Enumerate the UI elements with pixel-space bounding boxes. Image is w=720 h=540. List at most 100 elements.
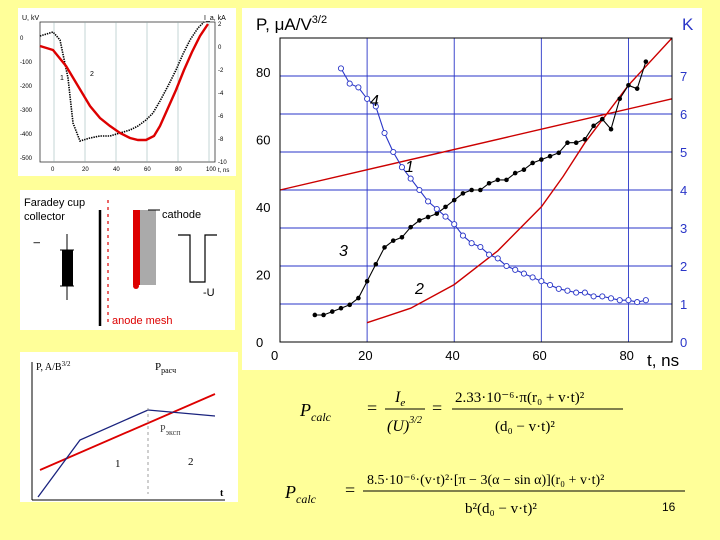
series-4-point bbox=[555, 285, 562, 292]
y-right-tick-label: -10 bbox=[218, 160, 227, 166]
series-3-point bbox=[382, 245, 387, 250]
current-label: I bbox=[32, 241, 42, 244]
y-right-tick-label: -2 bbox=[218, 68, 224, 74]
series-3-point bbox=[512, 170, 518, 176]
y-right-axis-label: K bbox=[682, 15, 694, 34]
plot-frame bbox=[39, 21, 216, 163]
formula-1-eq-1: = bbox=[367, 398, 377, 418]
series-4-point bbox=[564, 287, 571, 294]
y-right-tick-label: 7 bbox=[680, 69, 687, 84]
curve-2-label: 2 bbox=[90, 71, 94, 78]
y-left-tick-label: -300 bbox=[20, 108, 33, 114]
series-3-point bbox=[469, 187, 474, 193]
faraday-cup-label: Faradey cup bbox=[24, 197, 85, 209]
series-3-point bbox=[565, 140, 570, 146]
curve-1 bbox=[39, 21, 205, 142]
y-right-tick-label: 3 bbox=[680, 221, 687, 236]
series-4-point bbox=[337, 65, 345, 72]
series-4-point bbox=[346, 80, 353, 87]
series-3-point bbox=[434, 211, 440, 216]
series-3-point bbox=[451, 197, 457, 203]
collector-body bbox=[62, 250, 73, 286]
schematic-panel: P, A/B3/2 Pрасч Pэксп 1 2 t bbox=[20, 352, 238, 502]
series-2-line bbox=[366, 37, 673, 324]
calc-line bbox=[39, 393, 216, 471]
y-right-tick-label: 6 bbox=[680, 107, 687, 122]
formula-2-numerator: 8.5·10⁻⁶·(v·t)²·[π − 3(α − sin α)](r₀ + … bbox=[367, 473, 604, 488]
series-3-point bbox=[626, 82, 631, 88]
series-3-point bbox=[634, 86, 640, 91]
y-right-tick-label: 2 bbox=[680, 259, 687, 274]
faraday-cup-panel: Faradey cup collector cathode I -U anode… bbox=[20, 190, 235, 330]
x-tick-label: 80 bbox=[619, 348, 633, 363]
y-left-tick-label: -500 bbox=[20, 156, 33, 162]
series-4-point bbox=[546, 281, 554, 289]
series-4-point bbox=[433, 205, 440, 213]
x-tick-label: 0 bbox=[271, 348, 278, 363]
series-4-point bbox=[494, 255, 501, 262]
formula-2-denominator: b²(d₀ − v·t)² bbox=[465, 501, 537, 517]
series-4-point bbox=[407, 175, 414, 182]
series-4-point bbox=[573, 289, 580, 296]
formula-2-lhs: Pcalc bbox=[284, 482, 317, 506]
series-3-point bbox=[504, 177, 509, 183]
series-4-point bbox=[416, 186, 423, 194]
series-3-point bbox=[573, 140, 579, 146]
y-right-tick-label: 1 bbox=[680, 297, 687, 312]
series-3-label: 3 bbox=[339, 243, 348, 260]
y-tick-label: 60 bbox=[256, 132, 270, 147]
series-4-point bbox=[520, 270, 527, 277]
series-3-point bbox=[539, 157, 544, 162]
axis-layer: 0 20 40 60 80 0 20 40 60 80 0 1 2 3 4 5 6 7 bbox=[256, 37, 687, 363]
series-3-point bbox=[608, 126, 614, 132]
series-4-point bbox=[425, 198, 432, 205]
y-right-tick-label: 5 bbox=[680, 145, 687, 160]
series-4-point bbox=[590, 293, 597, 300]
series-4-point bbox=[442, 213, 449, 220]
x-tick-label: 40 bbox=[113, 167, 120, 173]
series-3-point bbox=[408, 224, 413, 230]
formula-1-svg: Pcalc = Ie (U)3/2 = 2.33·10⁻⁶·π(r₀ + v·t… bbox=[299, 389, 623, 435]
x-tick-label: 20 bbox=[358, 348, 372, 363]
series-3-point bbox=[495, 177, 501, 183]
pulse-label: -U bbox=[203, 287, 215, 299]
series-3-point bbox=[643, 59, 649, 64]
cathode-bar bbox=[133, 210, 140, 285]
schematic-chart: P, A/B3/2 Pрасч Pэксп 1 2 t bbox=[31, 360, 225, 501]
series-3-point bbox=[478, 187, 483, 193]
faraday-cup-diagram: Faradey cup collector cathode I -U anode… bbox=[24, 197, 217, 327]
cathode-holder bbox=[140, 210, 156, 285]
slide-number: 16 bbox=[662, 500, 676, 514]
y-tick-label: 80 bbox=[256, 65, 270, 80]
calc-label: Pрасч bbox=[155, 361, 176, 375]
y-tick-label: 40 bbox=[256, 200, 270, 215]
x-tick-label: 80 bbox=[175, 167, 182, 173]
pulse-shape bbox=[178, 234, 217, 283]
series-3-point bbox=[364, 278, 370, 284]
series-3-point bbox=[399, 234, 405, 240]
series-4-point bbox=[451, 221, 458, 228]
plot-frame bbox=[279, 37, 673, 343]
series-3-point bbox=[521, 167, 527, 173]
series-4-point bbox=[372, 103, 379, 110]
series-3-point bbox=[338, 305, 344, 311]
series-4-point bbox=[398, 164, 406, 171]
x-tick-label: 40 bbox=[445, 348, 459, 363]
exp-curve bbox=[37, 409, 216, 498]
series-4-point bbox=[381, 129, 388, 137]
series-3-point bbox=[582, 137, 588, 142]
formula-1-lhs: Pcalc bbox=[299, 400, 332, 424]
cathode-label: cathode bbox=[162, 209, 201, 221]
region-1-label: 1 bbox=[115, 458, 121, 470]
region-2-label: 2 bbox=[188, 456, 194, 468]
y-left-tick-label: 0 bbox=[20, 36, 24, 42]
x-tick-label: 100 bbox=[206, 167, 217, 173]
series-4-point bbox=[355, 84, 362, 91]
formula-1: Pcalc = Ie (U)3/2 = 2.33·10⁻⁶·π(r₀ + v·t… bbox=[255, 378, 695, 448]
y-left-tick-label: -100 bbox=[20, 60, 33, 66]
series-3-point bbox=[443, 204, 448, 210]
y-left-label: U, kV bbox=[22, 15, 39, 22]
curve-1-label: 1 bbox=[60, 75, 64, 82]
series-4-line bbox=[340, 68, 647, 303]
y-right-tick-label: -4 bbox=[218, 91, 224, 97]
